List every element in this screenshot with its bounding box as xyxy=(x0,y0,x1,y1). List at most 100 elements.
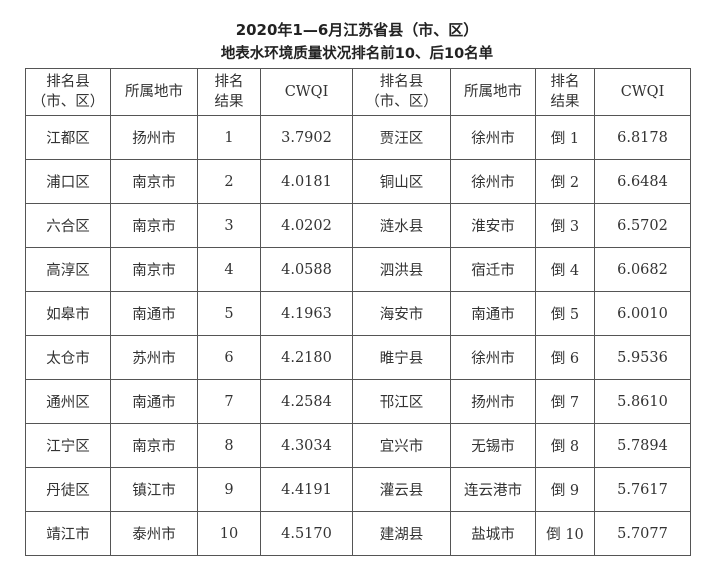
header-rank: 排名 结果 xyxy=(197,68,261,116)
cell-bottom-cwqi: 6.5702 xyxy=(594,203,691,248)
cell-top-county: 通州区 xyxy=(25,379,111,424)
cell-bottom-cwqi: 5.7894 xyxy=(594,423,691,468)
cell-bottom-county: 泗洪县 xyxy=(352,247,451,292)
cell-top-rank: 2 xyxy=(197,159,261,204)
table-row: 如皋市 南通市 5 4.1963 海安市 南通市倒 5 6.0010 xyxy=(25,291,691,336)
cell-top-city: 南京市 xyxy=(110,159,198,204)
cell-bottom-cwqi: 6.8178 xyxy=(594,115,691,160)
cell-bottom-cwqi: 5.8610 xyxy=(594,379,691,424)
cell-top-county: 高淳区 xyxy=(25,247,111,292)
cell-top-county: 江都区 xyxy=(25,115,111,160)
cell-top-cwqi: 4.2584 xyxy=(260,379,353,424)
cell-top-county: 如皋市 xyxy=(25,291,111,336)
cell-bottom-city: 扬州市 xyxy=(450,379,536,424)
cell-top-city: 南通市 xyxy=(110,379,198,424)
cell-top-county: 江宁区 xyxy=(25,423,111,468)
cell-top-cwqi: 4.5170 xyxy=(260,511,353,556)
header-county: 排名县 （市、区） xyxy=(352,68,451,116)
cell-top-rank: 1 xyxy=(197,115,261,160)
cell-top-city: 南京市 xyxy=(110,247,198,292)
cell-bottom-city: 南通市 xyxy=(450,291,536,336)
cell-bottom-cwqi: 5.7077 xyxy=(594,511,691,556)
cell-top-county: 六合区 xyxy=(25,203,111,248)
cell-top-county: 丹徒区 xyxy=(25,467,111,512)
cell-bottom-city: 徐州市 xyxy=(450,335,536,380)
cell-bottom-county: 贾汪区 xyxy=(352,115,451,160)
cell-top-city: 苏州市 xyxy=(110,335,198,380)
table-row: 江都区 扬州市 1 3.7902 贾汪区 徐州市倒 1 6.8178 xyxy=(25,115,691,160)
cell-top-cwqi: 4.3034 xyxy=(260,423,353,468)
cell-top-rank: 3 xyxy=(197,203,261,248)
header-city: 所属地市 xyxy=(110,68,198,116)
title-line-1: 2020年1—6月江苏省县（市、区） xyxy=(235,21,479,39)
cell-bottom-cwqi: 5.9536 xyxy=(594,335,691,380)
cell-top-county: 太仓市 xyxy=(25,335,111,380)
ranking-table: 排名县 （市、区） 所属地市 排名 结果 CWQI 排名县 （市、区） 所属地市 排名… xyxy=(25,68,691,556)
cell-bottom-city: 无锡市 xyxy=(450,423,536,468)
cell-bottom-city: 徐州市 xyxy=(450,159,536,204)
cell-bottom-rank: 倒 3 xyxy=(535,203,595,248)
cell-bottom-city: 徐州市 xyxy=(450,115,536,160)
header-row: 排名县 （市、区） 所属地市 排名 结果 CWQI 排名县 （市、区） 所属地市 排名… xyxy=(25,68,691,116)
cell-bottom-county: 宜兴市 xyxy=(352,423,451,468)
title-line-2: 地表水环境质量状况排名前10、后10名单 xyxy=(220,46,494,62)
cell-bottom-city: 盐城市 xyxy=(450,511,536,556)
cell-top-city: 南京市 xyxy=(110,203,198,248)
cell-top-county: 靖江市 xyxy=(25,511,111,556)
cell-bottom-county: 建湖县 xyxy=(352,511,451,556)
cell-bottom-county: 睢宁县 xyxy=(352,335,451,380)
cell-top-county: 浦口区 xyxy=(25,159,111,204)
table-row: 浦口区 南京市 2 4.0181 铜山区 徐州市倒 2 6.6484 xyxy=(25,159,691,204)
cell-bottom-cwqi: 6.0010 xyxy=(594,291,691,336)
cell-bottom-cwqi: 6.6484 xyxy=(594,159,691,204)
header-rank: 排名 结果 xyxy=(535,68,595,116)
cell-bottom-county: 铜山区 xyxy=(352,159,451,204)
cell-top-rank: 9 xyxy=(197,467,261,512)
cell-top-rank: 6 xyxy=(197,335,261,380)
cell-bottom-rank: 倒 4 xyxy=(535,247,595,292)
table-row: 靖江市 泰州市 10 4.5170 建湖县 盐城市倒 10 5.7077 xyxy=(25,511,691,556)
cell-bottom-county: 邗江区 xyxy=(352,379,451,424)
header-cwqi: CWQI xyxy=(260,68,353,116)
table-row: 高淳区 南京市 4 4.0588 泗洪县 宿迁市倒 4 6.0682 xyxy=(25,247,691,292)
cell-bottom-cwqi: 5.7617 xyxy=(594,467,691,512)
table-row: 丹徒区 镇江市 9 4.4191 灌云县 连云港市倒 9 5.7617 xyxy=(25,467,691,512)
cell-top-cwqi: 4.4191 xyxy=(260,467,353,512)
cell-bottom-rank: 倒 5 xyxy=(535,291,595,336)
cell-bottom-rank: 倒 2 xyxy=(535,159,595,204)
cell-bottom-rank: 倒 9 xyxy=(535,467,595,512)
cell-bottom-county: 灌云县 xyxy=(352,467,451,512)
cell-bottom-rank: 倒 6 xyxy=(535,335,595,380)
cell-bottom-cwqi: 6.0682 xyxy=(594,247,691,292)
cell-top-rank: 4 xyxy=(197,247,261,292)
cell-bottom-county: 涟水县 xyxy=(352,203,451,248)
cell-bottom-city: 宿迁市 xyxy=(450,247,536,292)
header-city: 所属地市 xyxy=(450,68,536,116)
cell-bottom-rank: 倒 7 xyxy=(535,379,595,424)
cell-bottom-county: 海安市 xyxy=(352,291,451,336)
cell-top-city: 泰州市 xyxy=(110,511,198,556)
header-cwqi: CWQI xyxy=(594,68,691,116)
cell-bottom-rank: 倒 1 xyxy=(535,115,595,160)
table-row: 江宁区 南京市 8 4.3034 宜兴市 无锡市倒 8 5.7894 xyxy=(25,423,691,468)
table-row: 六合区 南京市 3 4.0202 涟水县 淮安市倒 3 6.5702 xyxy=(25,203,691,248)
cell-top-rank: 5 xyxy=(197,291,261,336)
cell-top-rank: 8 xyxy=(197,423,261,468)
cell-bottom-city: 连云港市 xyxy=(450,467,536,512)
cell-top-cwqi: 3.7902 xyxy=(260,115,353,160)
cell-top-city: 扬州市 xyxy=(110,115,198,160)
cell-top-rank: 10 xyxy=(197,511,261,556)
cell-top-cwqi: 4.0588 xyxy=(260,247,353,292)
cell-top-cwqi: 4.0202 xyxy=(260,203,353,248)
cell-top-cwqi: 4.0181 xyxy=(260,159,353,204)
cell-bottom-rank: 倒 8 xyxy=(535,423,595,468)
cell-top-city: 镇江市 xyxy=(110,467,198,512)
cell-top-rank: 7 xyxy=(197,379,261,424)
cell-top-city: 南京市 xyxy=(110,423,198,468)
table-row: 太仓市 苏州市 6 4.2180 睢宁县 徐州市倒 6 5.9536 xyxy=(25,335,691,380)
cell-top-city: 南通市 xyxy=(110,291,198,336)
header-county: 排名县 （市、区） xyxy=(25,68,111,116)
table-row: 通州区 南通市 7 4.2584 邗江区 扬州市倒 7 5.8610 xyxy=(25,379,691,424)
cell-top-cwqi: 4.2180 xyxy=(260,335,353,380)
cell-top-cwqi: 4.1963 xyxy=(260,291,353,336)
